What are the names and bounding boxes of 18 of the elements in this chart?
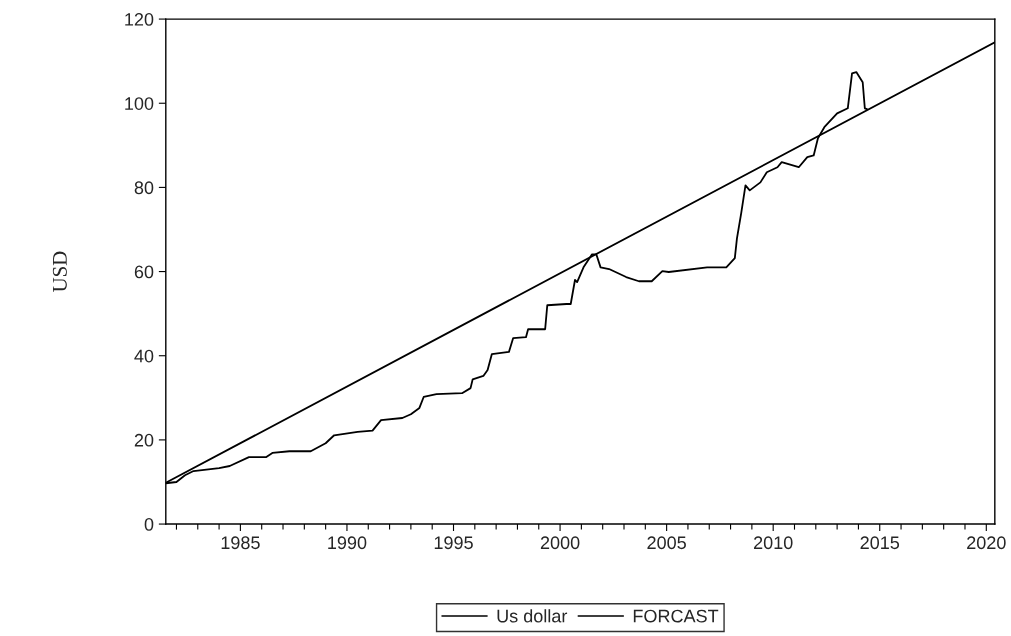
y-tick-label: 120 — [125, 13, 154, 26]
y-tick-label: 100 — [125, 97, 154, 110]
y-tick-label: 80 — [134, 181, 154, 195]
x-tick-label: 1985 — [221, 536, 260, 550]
y-tick-label: 40 — [134, 349, 154, 363]
x-tick-label: 2005 — [647, 536, 686, 550]
x-tick-label: 1990 — [328, 536, 367, 550]
x-tick-label: 2000 — [540, 536, 580, 550]
y-tick-label: 0 — [144, 518, 154, 531]
x-tick-label: 2015 — [860, 536, 900, 550]
x-tick-label: 2020 — [967, 536, 1006, 550]
y-tick-label: 20 — [134, 433, 154, 447]
y-tick-label: 60 — [134, 265, 154, 279]
legend-label: Us dollar — [497, 609, 568, 623]
x-tick-label: 1995 — [434, 536, 473, 550]
legend-label: FORCAST — [633, 609, 719, 623]
y-axis-title: USD — [52, 251, 67, 292]
x-tick-label: 2010 — [754, 536, 793, 550]
